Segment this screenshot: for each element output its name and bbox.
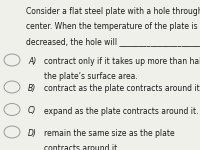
Text: D): D) xyxy=(28,129,37,138)
Text: A): A) xyxy=(28,57,36,66)
Text: remain the same size as the plate: remain the same size as the plate xyxy=(44,129,175,138)
Text: contract only if it takes up more than half: contract only if it takes up more than h… xyxy=(44,57,200,66)
Text: center. When the temperature of the plate is: center. When the temperature of the plat… xyxy=(26,22,198,31)
Text: the plate’s surface area.: the plate’s surface area. xyxy=(44,72,138,81)
Text: expand as the plate contracts around it.: expand as the plate contracts around it. xyxy=(44,106,198,116)
Text: decreased, the hole will ________________________.: decreased, the hole will _______________… xyxy=(26,37,200,46)
Text: contracts around it.: contracts around it. xyxy=(44,144,120,150)
Text: B): B) xyxy=(28,84,36,93)
Text: contract as the plate contracts around it.: contract as the plate contracts around i… xyxy=(44,84,200,93)
Text: Consider a flat steel plate with a hole through its: Consider a flat steel plate with a hole … xyxy=(26,7,200,16)
Text: C): C) xyxy=(28,106,36,116)
